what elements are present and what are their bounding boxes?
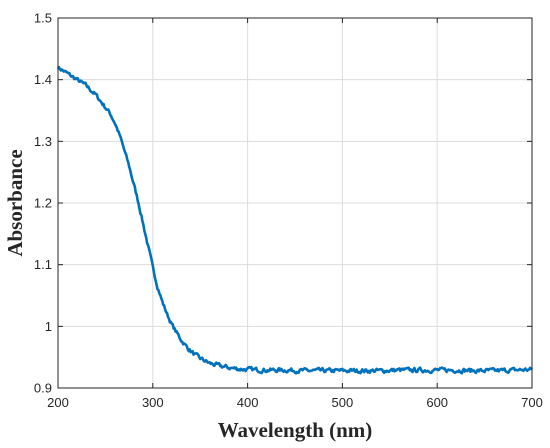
x-tick-label: 200 xyxy=(47,395,69,410)
y-axis-title: Absorbance xyxy=(3,149,27,256)
x-axis-title: Wavelength (nm) xyxy=(218,418,373,442)
y-tick-label: 1.5 xyxy=(34,11,52,26)
absorbance-series-line xyxy=(56,65,534,375)
grid-lines xyxy=(58,18,532,388)
series-layer xyxy=(56,65,534,375)
y-tick-label: 1.1 xyxy=(34,257,52,272)
y-tick-label: 0.9 xyxy=(34,381,52,396)
x-tick-label: 400 xyxy=(237,395,259,410)
x-tick-label: 300 xyxy=(142,395,164,410)
x-tick-label: 700 xyxy=(521,395,543,410)
y-tick-label: 1.3 xyxy=(34,134,52,149)
x-tick-label: 500 xyxy=(332,395,354,410)
y-tick-label: 1.4 xyxy=(34,72,52,87)
y-tick-label: 1 xyxy=(45,319,52,334)
x-tick-label: 600 xyxy=(426,395,448,410)
tick-labels: 200 300 400 500 600 700 0.9 1 1.1 1.2 1.3 1.4 1.5 xyxy=(34,11,543,411)
axis-ticks xyxy=(57,17,533,389)
y-tick-label: 1.2 xyxy=(34,196,52,211)
